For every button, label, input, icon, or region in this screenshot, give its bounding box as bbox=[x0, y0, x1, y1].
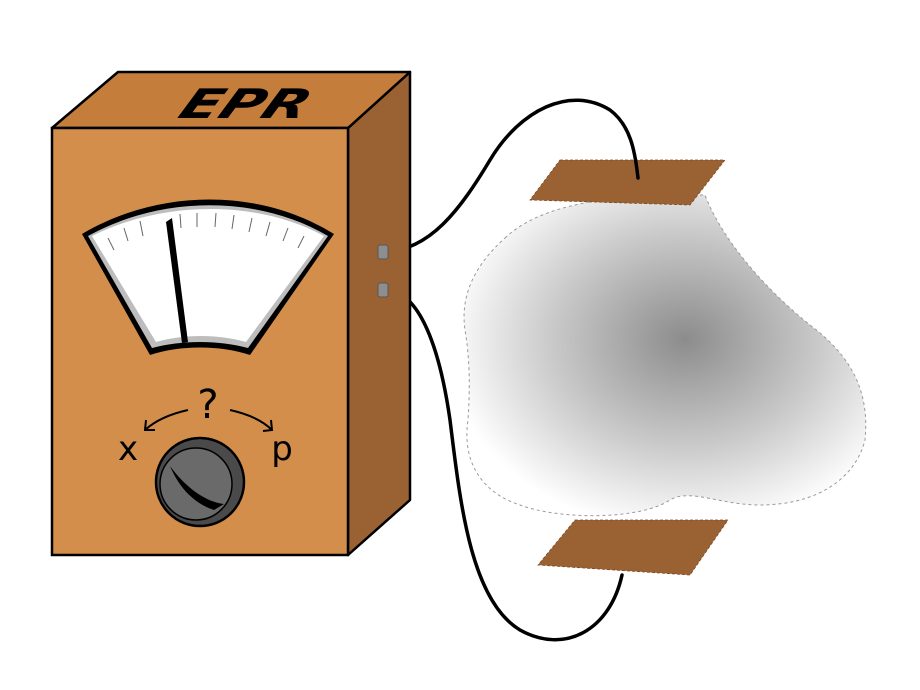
meter-needle bbox=[166, 218, 188, 343]
arrow-left-icon bbox=[144, 409, 189, 431]
quantum-cloud bbox=[463, 194, 867, 517]
top-wire bbox=[383, 98, 640, 254]
dial-label-p: p bbox=[271, 429, 293, 469]
dial-question-mark: ? bbox=[197, 382, 218, 428]
arrow-right-icon bbox=[229, 409, 273, 431]
knob-pointer bbox=[170, 466, 224, 510]
bottom-wire bbox=[383, 288, 624, 642]
meter-gauge-icon bbox=[82, 199, 334, 355]
dial-label-x: x bbox=[118, 429, 138, 469]
knob-icon[interactable] bbox=[154, 436, 246, 528]
terminal-bottom bbox=[377, 282, 389, 298]
device-label: EPR bbox=[171, 81, 320, 128]
bottom-electrode-plate bbox=[537, 519, 729, 576]
terminal-top bbox=[377, 244, 389, 260]
top-electrode-plate bbox=[529, 159, 726, 206]
device-side-face bbox=[346, 70, 412, 557]
